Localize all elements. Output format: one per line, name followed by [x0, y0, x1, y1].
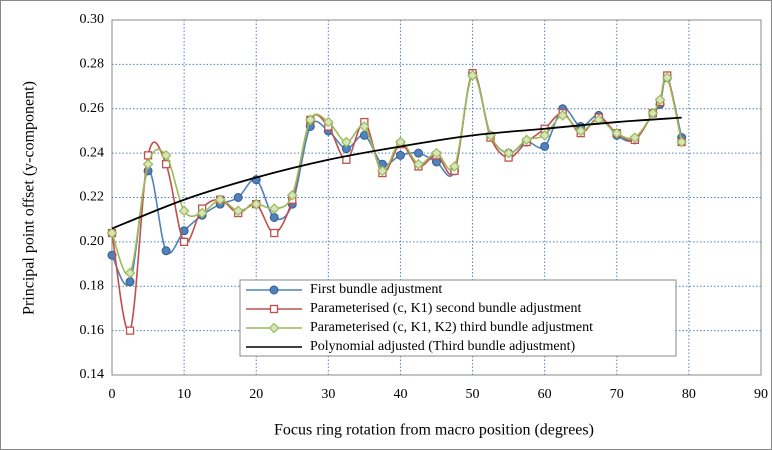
point — [160, 149, 172, 161]
point — [629, 132, 641, 143]
legend-marker — [269, 304, 279, 314]
point — [250, 198, 262, 210]
point — [431, 147, 442, 159]
point — [270, 228, 279, 238]
x-tick-label: 10 — [177, 387, 191, 402]
legend-label: Parameterised (c, K1, K2) third bundle a… — [310, 320, 593, 335]
point — [178, 205, 190, 217]
point — [503, 147, 514, 159]
y-tick-label: 0.22 — [80, 190, 105, 205]
point — [304, 114, 316, 126]
legend-label: First bundle adjustment — [310, 282, 442, 297]
point — [467, 70, 478, 81]
point — [232, 205, 244, 217]
x-tick-label: 40 — [393, 387, 407, 402]
x-tick-label: 70 — [610, 387, 624, 402]
x-tick-label: 20 — [249, 387, 263, 402]
y-tick-label: 0.24 — [80, 145, 105, 160]
x-tick-label: 30 — [321, 387, 335, 402]
y-tick-label: 0.16 — [80, 323, 105, 338]
point — [341, 136, 352, 148]
x-tick-label: 60 — [538, 387, 552, 402]
series-line — [111, 116, 682, 230]
point — [413, 158, 424, 170]
point — [322, 116, 334, 128]
x-tick-label: 90 — [754, 387, 768, 402]
x-axis-label: Focus ring rotation from macro position … — [274, 422, 594, 439]
point — [377, 165, 388, 177]
point — [647, 107, 659, 119]
point — [269, 212, 279, 222]
legend-label: Polynomial adjusted (Third bundle adjust… — [310, 339, 576, 354]
point — [611, 127, 623, 139]
legend-marker — [269, 285, 279, 295]
y-tick-label: 0.26 — [80, 101, 105, 116]
point — [124, 267, 136, 279]
point — [449, 161, 460, 172]
point — [521, 134, 532, 146]
point — [654, 94, 666, 106]
point — [214, 194, 226, 206]
point — [233, 193, 243, 202]
x-tick-label: 0 — [109, 387, 116, 402]
y-tick-label: 0.28 — [80, 57, 105, 72]
y-tick-label: 0.20 — [80, 234, 105, 249]
x-tick-label: 80 — [682, 387, 696, 402]
point — [268, 203, 280, 214]
point — [286, 189, 298, 201]
point — [142, 158, 154, 170]
point — [125, 326, 135, 335]
legend-label: Parameterised (c, K1) second bundle adju… — [310, 301, 581, 316]
point — [575, 125, 587, 137]
y-tick-label: 0.18 — [80, 278, 105, 293]
point — [557, 110, 569, 121]
plot-frame — [111, 19, 762, 376]
point — [179, 237, 189, 247]
y-tick-label: 0.30 — [80, 12, 105, 27]
point — [359, 121, 370, 132]
legend-marker — [268, 322, 280, 334]
legend-box — [239, 279, 677, 357]
point — [661, 72, 673, 84]
point — [540, 141, 550, 151]
point — [539, 130, 551, 141]
point — [161, 246, 171, 256]
point — [395, 150, 405, 160]
y-tick-label: 0.14 — [80, 367, 105, 382]
point — [676, 136, 688, 148]
point — [125, 277, 135, 287]
y-axis-label: Principal point offset (y-component) — [21, 81, 38, 315]
x-tick-label: 50 — [466, 387, 480, 402]
point — [413, 148, 423, 158]
point — [106, 227, 118, 239]
point — [196, 207, 208, 219]
